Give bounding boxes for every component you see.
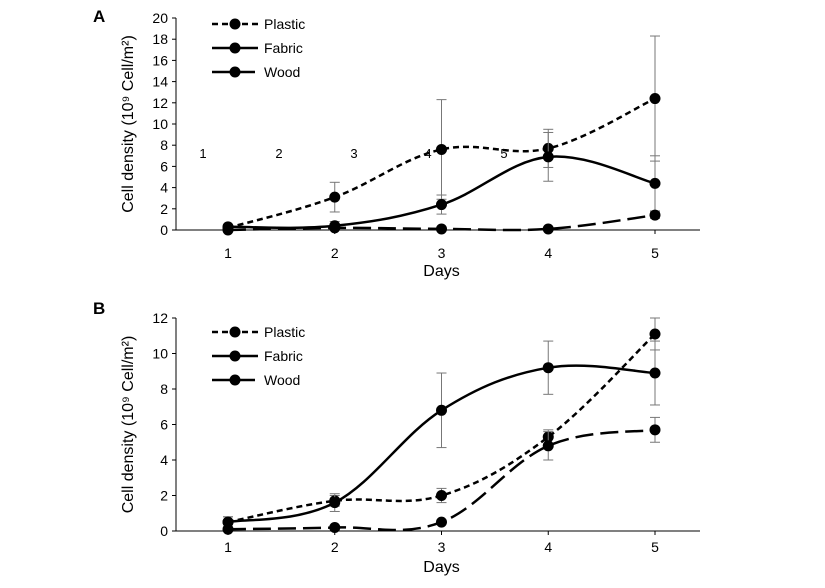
stray-label: 2 <box>275 146 282 161</box>
data-point <box>329 222 341 234</box>
y-tick-label: 4 <box>160 452 168 468</box>
x-axis-title: Days <box>423 559 459 576</box>
x-tick-label: 2 <box>331 539 339 555</box>
stray-label: 5 <box>500 146 507 161</box>
data-point <box>329 497 341 509</box>
x-tick-label: 2 <box>331 245 339 261</box>
data-point <box>436 404 447 416</box>
data-point <box>542 151 554 163</box>
data-point <box>649 93 661 105</box>
x-tick-label: 4 <box>544 539 552 555</box>
stray-label: 1 <box>199 146 206 161</box>
x-tick-label: 4 <box>544 245 552 261</box>
data-point <box>649 424 661 436</box>
legend-marker <box>229 350 241 362</box>
x-tick-label: 3 <box>438 539 446 555</box>
y-tick-label: 12 <box>152 95 168 111</box>
data-point <box>222 523 234 535</box>
data-point <box>436 199 447 211</box>
x-tick-label: 1 <box>224 539 232 555</box>
x-tick-label: 1 <box>224 245 232 261</box>
data-point <box>436 223 447 235</box>
stray-label: 3 <box>350 146 357 161</box>
data-point <box>222 224 234 236</box>
y-tick-label: 16 <box>152 52 168 68</box>
panel-letter-a: A <box>93 7 105 26</box>
y-tick-label: 8 <box>160 137 168 153</box>
legend-label: Plastic <box>264 324 305 340</box>
legend-marker <box>229 326 241 338</box>
legend-label: Wood <box>264 64 300 80</box>
legend-marker <box>229 66 241 78</box>
data-point <box>542 362 554 374</box>
legend-marker <box>229 18 241 30</box>
data-point <box>649 367 661 379</box>
data-point <box>436 143 447 155</box>
y-axis-title: Cell density (10⁹ Cell/m²) <box>120 336 137 514</box>
legend-marker <box>229 42 241 54</box>
x-tick-label: 3 <box>438 245 446 261</box>
y-tick-label: 2 <box>160 201 168 217</box>
data-point <box>542 440 554 452</box>
legend-label: Fabric <box>264 348 303 364</box>
data-point <box>542 223 554 235</box>
series-wood <box>222 416 661 535</box>
series-plastic <box>222 35 661 234</box>
legend-label: Fabric <box>264 40 303 56</box>
y-tick-label: 8 <box>160 381 168 397</box>
x-tick-label: 5 <box>651 539 659 555</box>
y-tick-label: 0 <box>160 523 168 539</box>
data-point <box>649 209 661 221</box>
data-point <box>649 177 661 189</box>
legend-label: Plastic <box>264 16 305 32</box>
panel-letter-b: B <box>93 299 105 318</box>
y-axis-title: Cell density (10⁹ Cell/m²) <box>120 35 137 213</box>
y-tick-label: 14 <box>152 74 168 90</box>
y-tick-label: 6 <box>160 417 168 433</box>
y-tick-label: 10 <box>152 346 168 362</box>
data-point <box>649 328 661 340</box>
data-point <box>329 521 341 533</box>
data-point <box>436 490 447 501</box>
y-tick-label: 2 <box>160 488 168 504</box>
series-wood <box>222 209 661 236</box>
y-tick-label: 0 <box>160 222 168 238</box>
legend-marker <box>229 374 241 386</box>
data-point <box>329 191 341 203</box>
series-line <box>227 97 656 230</box>
x-tick-label: 5 <box>651 245 659 261</box>
legend-label: Wood <box>264 372 300 388</box>
y-tick-label: 6 <box>160 158 168 174</box>
y-tick-label: 10 <box>152 116 168 132</box>
y-tick-label: 18 <box>152 31 168 47</box>
y-tick-label: 20 <box>152 10 168 26</box>
x-axis-title: Days <box>423 263 459 280</box>
y-tick-label: 12 <box>152 310 168 326</box>
data-point <box>436 516 447 528</box>
y-tick-label: 4 <box>160 180 168 196</box>
